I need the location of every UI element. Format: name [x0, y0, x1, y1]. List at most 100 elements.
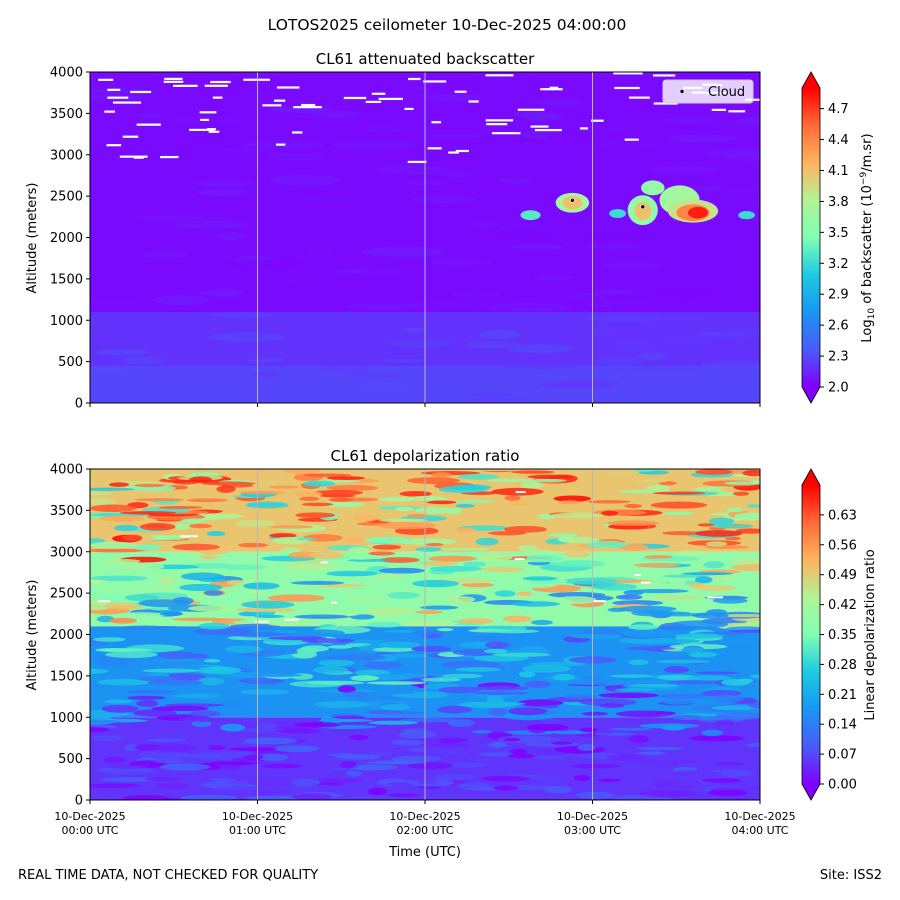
colorbar-tick-label: 2.0 [828, 381, 849, 396]
backscatter-texture [671, 301, 749, 308]
depolarization-texture [585, 569, 606, 576]
depolarization-texture [733, 491, 750, 496]
depolarization-texture [399, 620, 459, 627]
depolarization-texture [90, 719, 120, 724]
depolarization-texture [663, 666, 690, 674]
cloud-point [570, 197, 575, 203]
depolarization-texture [178, 717, 226, 722]
depolarization-texture [379, 557, 420, 563]
depolarization-texture [558, 535, 575, 542]
depolarization-texture [90, 606, 108, 611]
depolarization-texture [269, 533, 297, 538]
backscatter-texture [618, 364, 699, 374]
depolarization-texture [455, 667, 501, 672]
depolarization-texture [642, 638, 701, 644]
depolarization-texture [296, 537, 316, 541]
missing-data-gap [104, 110, 115, 113]
depolarization-texture [463, 561, 487, 568]
depolarization-texture [90, 487, 135, 491]
backscatter-texture [549, 187, 575, 192]
missing-data-gap [243, 78, 271, 81]
depolarization-texture [606, 520, 660, 526]
depolarization-texture [745, 742, 760, 748]
depolarization-texture [631, 609, 675, 617]
depolarization-texture [710, 694, 744, 703]
backscatter-texture [659, 314, 708, 322]
depolarization-texture [179, 757, 216, 764]
depolarization-texture [652, 491, 706, 495]
backscatter-texture [497, 177, 534, 184]
backscatter-legend[interactable]: Cloud [662, 79, 754, 104]
depolarization-texture [408, 513, 428, 518]
depolarization-texture [441, 673, 483, 679]
depolarization-texture [425, 542, 444, 547]
depolarization-texture [708, 788, 748, 797]
depolarization-texture [715, 711, 760, 720]
depolarization-texture [90, 727, 111, 733]
missing-data-gap [614, 86, 640, 90]
depolarization-texture [428, 555, 477, 562]
depolarization-texture [294, 491, 322, 498]
colorbar-tick-label: 3.8 [828, 195, 849, 210]
depolarization-texture [621, 743, 645, 748]
backscatter-texture [376, 165, 442, 175]
depolarization-texture [369, 751, 394, 757]
depolarization-texture [733, 795, 751, 800]
missing-data-gap [629, 96, 650, 99]
backscatter-texture [668, 134, 736, 143]
missing-data-gap [530, 125, 549, 128]
depolarization-texture [326, 654, 387, 661]
depolarization-texture [747, 533, 760, 542]
depolarization-texture [502, 615, 532, 623]
depolarization-texture [292, 793, 332, 800]
depolarization-texture [695, 671, 739, 675]
depolarization-texture [120, 511, 177, 515]
depolarization-texture [90, 579, 108, 585]
depolarization-texture [695, 469, 733, 475]
depolarization-texture [377, 496, 417, 502]
depolarization-texture [697, 523, 716, 527]
depolarization-texture [656, 659, 710, 664]
backscatter-texture [249, 117, 331, 124]
backscatter-texture [451, 290, 502, 299]
depolarization-texture [433, 773, 476, 781]
depolarization-texture [550, 741, 573, 745]
depolarization-texture [243, 582, 280, 590]
backscatter-texture [494, 230, 553, 240]
missing-data-gap [301, 103, 316, 107]
depolarization-texture [742, 469, 760, 477]
depolarization-texture [526, 554, 563, 563]
depolarization-texture [98, 515, 145, 522]
missing-data-gap [486, 123, 508, 126]
depolarization-texture [127, 695, 166, 700]
depolarization-texture [458, 589, 486, 593]
depolarization-texture [346, 596, 385, 601]
depolarization-texture [511, 470, 555, 474]
missing-data-gap [517, 108, 545, 111]
colorbar-tick-label: 0.21 [828, 688, 857, 703]
cloud-layer-region [641, 180, 665, 196]
missing-data-gap [331, 601, 338, 604]
depolarization-texture [115, 563, 165, 571]
depolarization-texture [269, 623, 312, 627]
depolarization-texture [705, 541, 728, 547]
depolarization-texture [152, 733, 191, 739]
depolarization-texture [602, 470, 633, 478]
colorbar-tick-label: 4.4 [828, 133, 849, 148]
depolarization-texture [703, 561, 725, 569]
y-tick-label: 1500 [50, 669, 83, 684]
depolarization-texture [714, 720, 735, 726]
depolarization-texture [504, 495, 521, 501]
depolarization-texture [493, 767, 514, 772]
depolarization-texture [479, 553, 513, 562]
depolarization-texture [478, 752, 515, 757]
depolarization-texture [510, 601, 560, 607]
missing-data-gap [112, 101, 142, 104]
missing-data-gap [254, 620, 269, 623]
depolarization-texture [629, 469, 660, 472]
backscatter-texture [479, 329, 521, 340]
missing-data-gap [634, 573, 642, 576]
depolarization-texture [193, 627, 253, 636]
depolarization-texture [721, 614, 760, 618]
depolarization-texture [463, 469, 522, 472]
